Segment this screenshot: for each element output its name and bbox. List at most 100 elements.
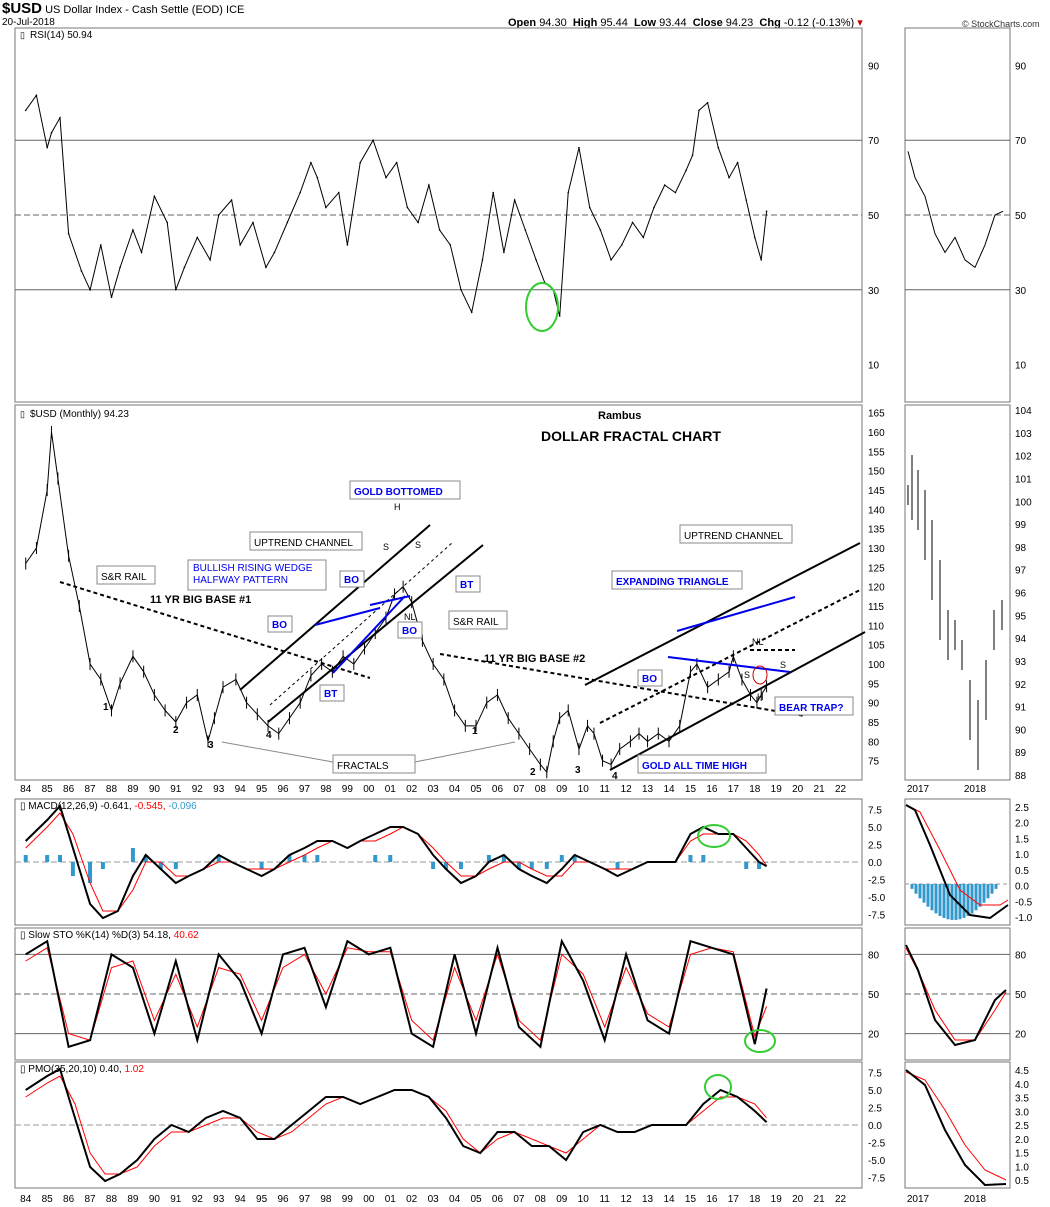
x-axis-year-mid: 84	[20, 784, 32, 795]
rsi-point	[438, 229, 441, 231]
annotation-bo-box	[397, 621, 423, 639]
price-right-tick-label: 89	[1015, 748, 1027, 759]
x-axis-year-bottom: 00	[363, 1194, 375, 1205]
x-axis-year-mid: 90	[149, 784, 161, 795]
price-tick-label: 75	[868, 757, 880, 768]
x-axis-year-mid: 09	[556, 784, 568, 795]
annotation-h: H	[757, 692, 764, 702]
pmo-right-tick-label: 3.0	[1015, 1107, 1029, 1118]
x-axis-year-bottom: 06	[492, 1194, 504, 1205]
rsi-point	[524, 229, 527, 231]
rsi-point	[337, 191, 340, 194]
sto-title: ▯ Slow STO %K(14) %D(3) 54.18, 40.62	[20, 930, 199, 941]
x-axis-year-bottom: 94	[235, 1194, 247, 1205]
x-axis-year-bottom: 12	[621, 1194, 633, 1205]
price-tick-label: 145	[868, 486, 885, 497]
x-axis-year-mid: 97	[299, 784, 311, 795]
x-axis-year-mid: 12	[621, 784, 633, 795]
macd-tick-label: 5.0	[868, 823, 882, 834]
price-tick-label: 135	[868, 525, 885, 536]
x-axis-year-mid: 98	[320, 784, 332, 795]
rsi-point	[80, 270, 83, 272]
instrument-name: US Dollar Index - Cash Settle (EOD)	[45, 4, 223, 16]
macd-right-tick-label: 2.5	[1015, 803, 1029, 814]
rsi-point	[153, 195, 156, 198]
price-right-tick-label: 101	[1015, 474, 1032, 485]
pmo-right-tick-label: 2.0	[1015, 1135, 1029, 1146]
annotation-fractal-number: 4	[266, 730, 272, 741]
x-axis-year-bottom: 21	[814, 1194, 826, 1205]
rsi-right-line	[907, 151, 1004, 269]
rsi-point	[492, 191, 494, 194]
pmo-right-tick-label: 1.0	[1015, 1162, 1029, 1173]
macd-highlight-circle	[697, 824, 731, 848]
x-axis-year-mid: 87	[84, 784, 96, 795]
x-axis-year-bottom: 92	[192, 1194, 204, 1205]
rsi-tick-label-right: 50	[1015, 211, 1027, 222]
x-axis-year-mid: 16	[706, 784, 718, 795]
annotation-gold-ath-box	[637, 754, 767, 774]
pmo-right-tick-label: 4.5	[1015, 1066, 1029, 1077]
rsi-point	[642, 236, 645, 239]
annotation-bt: BT	[324, 689, 337, 700]
rsi-point	[265, 266, 267, 269]
annotation-sr-rail-2-box	[448, 610, 508, 630]
copyright: © StockCharts.com	[962, 19, 1040, 29]
rsi-point	[481, 259, 484, 261]
x-axis-year-mid: 14	[663, 784, 675, 795]
panel-frame-right-pmo	[904, 1061, 1011, 1189]
rsi-tick-label-right: 10	[1015, 361, 1027, 372]
annotation-bt-box	[319, 684, 345, 702]
price-tick-label: 165	[868, 409, 885, 420]
macd-right-tick-label: -1.0	[1015, 913, 1033, 924]
price-tick-label: 140	[868, 505, 885, 516]
price-icon: ▯	[20, 409, 25, 419]
sto-right-tick-label: 80	[1015, 950, 1027, 961]
pmo-right-tick-label: 1.5	[1015, 1149, 1029, 1160]
price-tick-label: 95	[868, 679, 880, 690]
rsi-point	[230, 199, 233, 201]
rsi-tick-label: 90	[868, 61, 880, 72]
annotation-s: S	[383, 542, 389, 552]
pmo-tick-label: -2.5	[868, 1139, 886, 1150]
annotation-uptrend-2: UPTREND CHANNEL	[684, 531, 783, 542]
rsi-point	[745, 199, 748, 201]
macd-tick-label: -5.0	[868, 893, 886, 904]
x-axis-year-bottom: 22	[835, 1194, 847, 1205]
rsi-point	[183, 266, 186, 269]
rsi-point	[286, 221, 289, 224]
wedge-lower	[332, 595, 406, 674]
macd-tick-label: -2.5	[868, 876, 886, 887]
annotation-base-1: 11 YR BIG BASE #1	[150, 594, 251, 606]
x-axis-year-bottom: 07	[513, 1194, 525, 1205]
rsi-point	[50, 131, 53, 134]
rsi-point	[503, 251, 505, 254]
x-axis-right-year-bottom: 2018	[964, 1194, 987, 1205]
sto-d-line	[25, 947, 768, 1042]
pmo-line	[25, 1067, 768, 1183]
annotation-gold-ath: GOLD ALL TIME HIGH	[642, 761, 747, 772]
rsi-point	[110, 296, 113, 299]
rsi-point	[449, 244, 452, 246]
x-axis-year-mid: 01	[385, 784, 397, 795]
x-axis-year-mid: 18	[749, 784, 761, 795]
rsi-point	[765, 210, 768, 213]
rsi-point	[428, 184, 430, 186]
annotation-bo: BO	[272, 620, 287, 631]
rsi-point	[674, 191, 677, 194]
annotation-title: DOLLAR FRACTAL CHART	[541, 428, 721, 444]
price-tick-label: 110	[868, 621, 884, 632]
rsi-point	[346, 244, 349, 246]
x-axis-year-bottom: 91	[170, 1194, 182, 1205]
x-axis-year-mid: 19	[771, 784, 783, 795]
price-right-tick-label: 90	[1015, 725, 1027, 736]
price-right-tick-label: 93	[1015, 657, 1027, 668]
annotation-fractal-number: 1	[103, 702, 109, 713]
annotation-bo: BO	[344, 575, 359, 586]
price-tick-label: 150	[868, 467, 885, 478]
x-axis-year-mid: 21	[814, 784, 826, 795]
macd-right-line	[905, 804, 1009, 920]
sto-tick-label: 50	[868, 990, 880, 1001]
chart-date: 20-Jul-2018	[2, 17, 55, 28]
rsi-point	[558, 315, 561, 317]
